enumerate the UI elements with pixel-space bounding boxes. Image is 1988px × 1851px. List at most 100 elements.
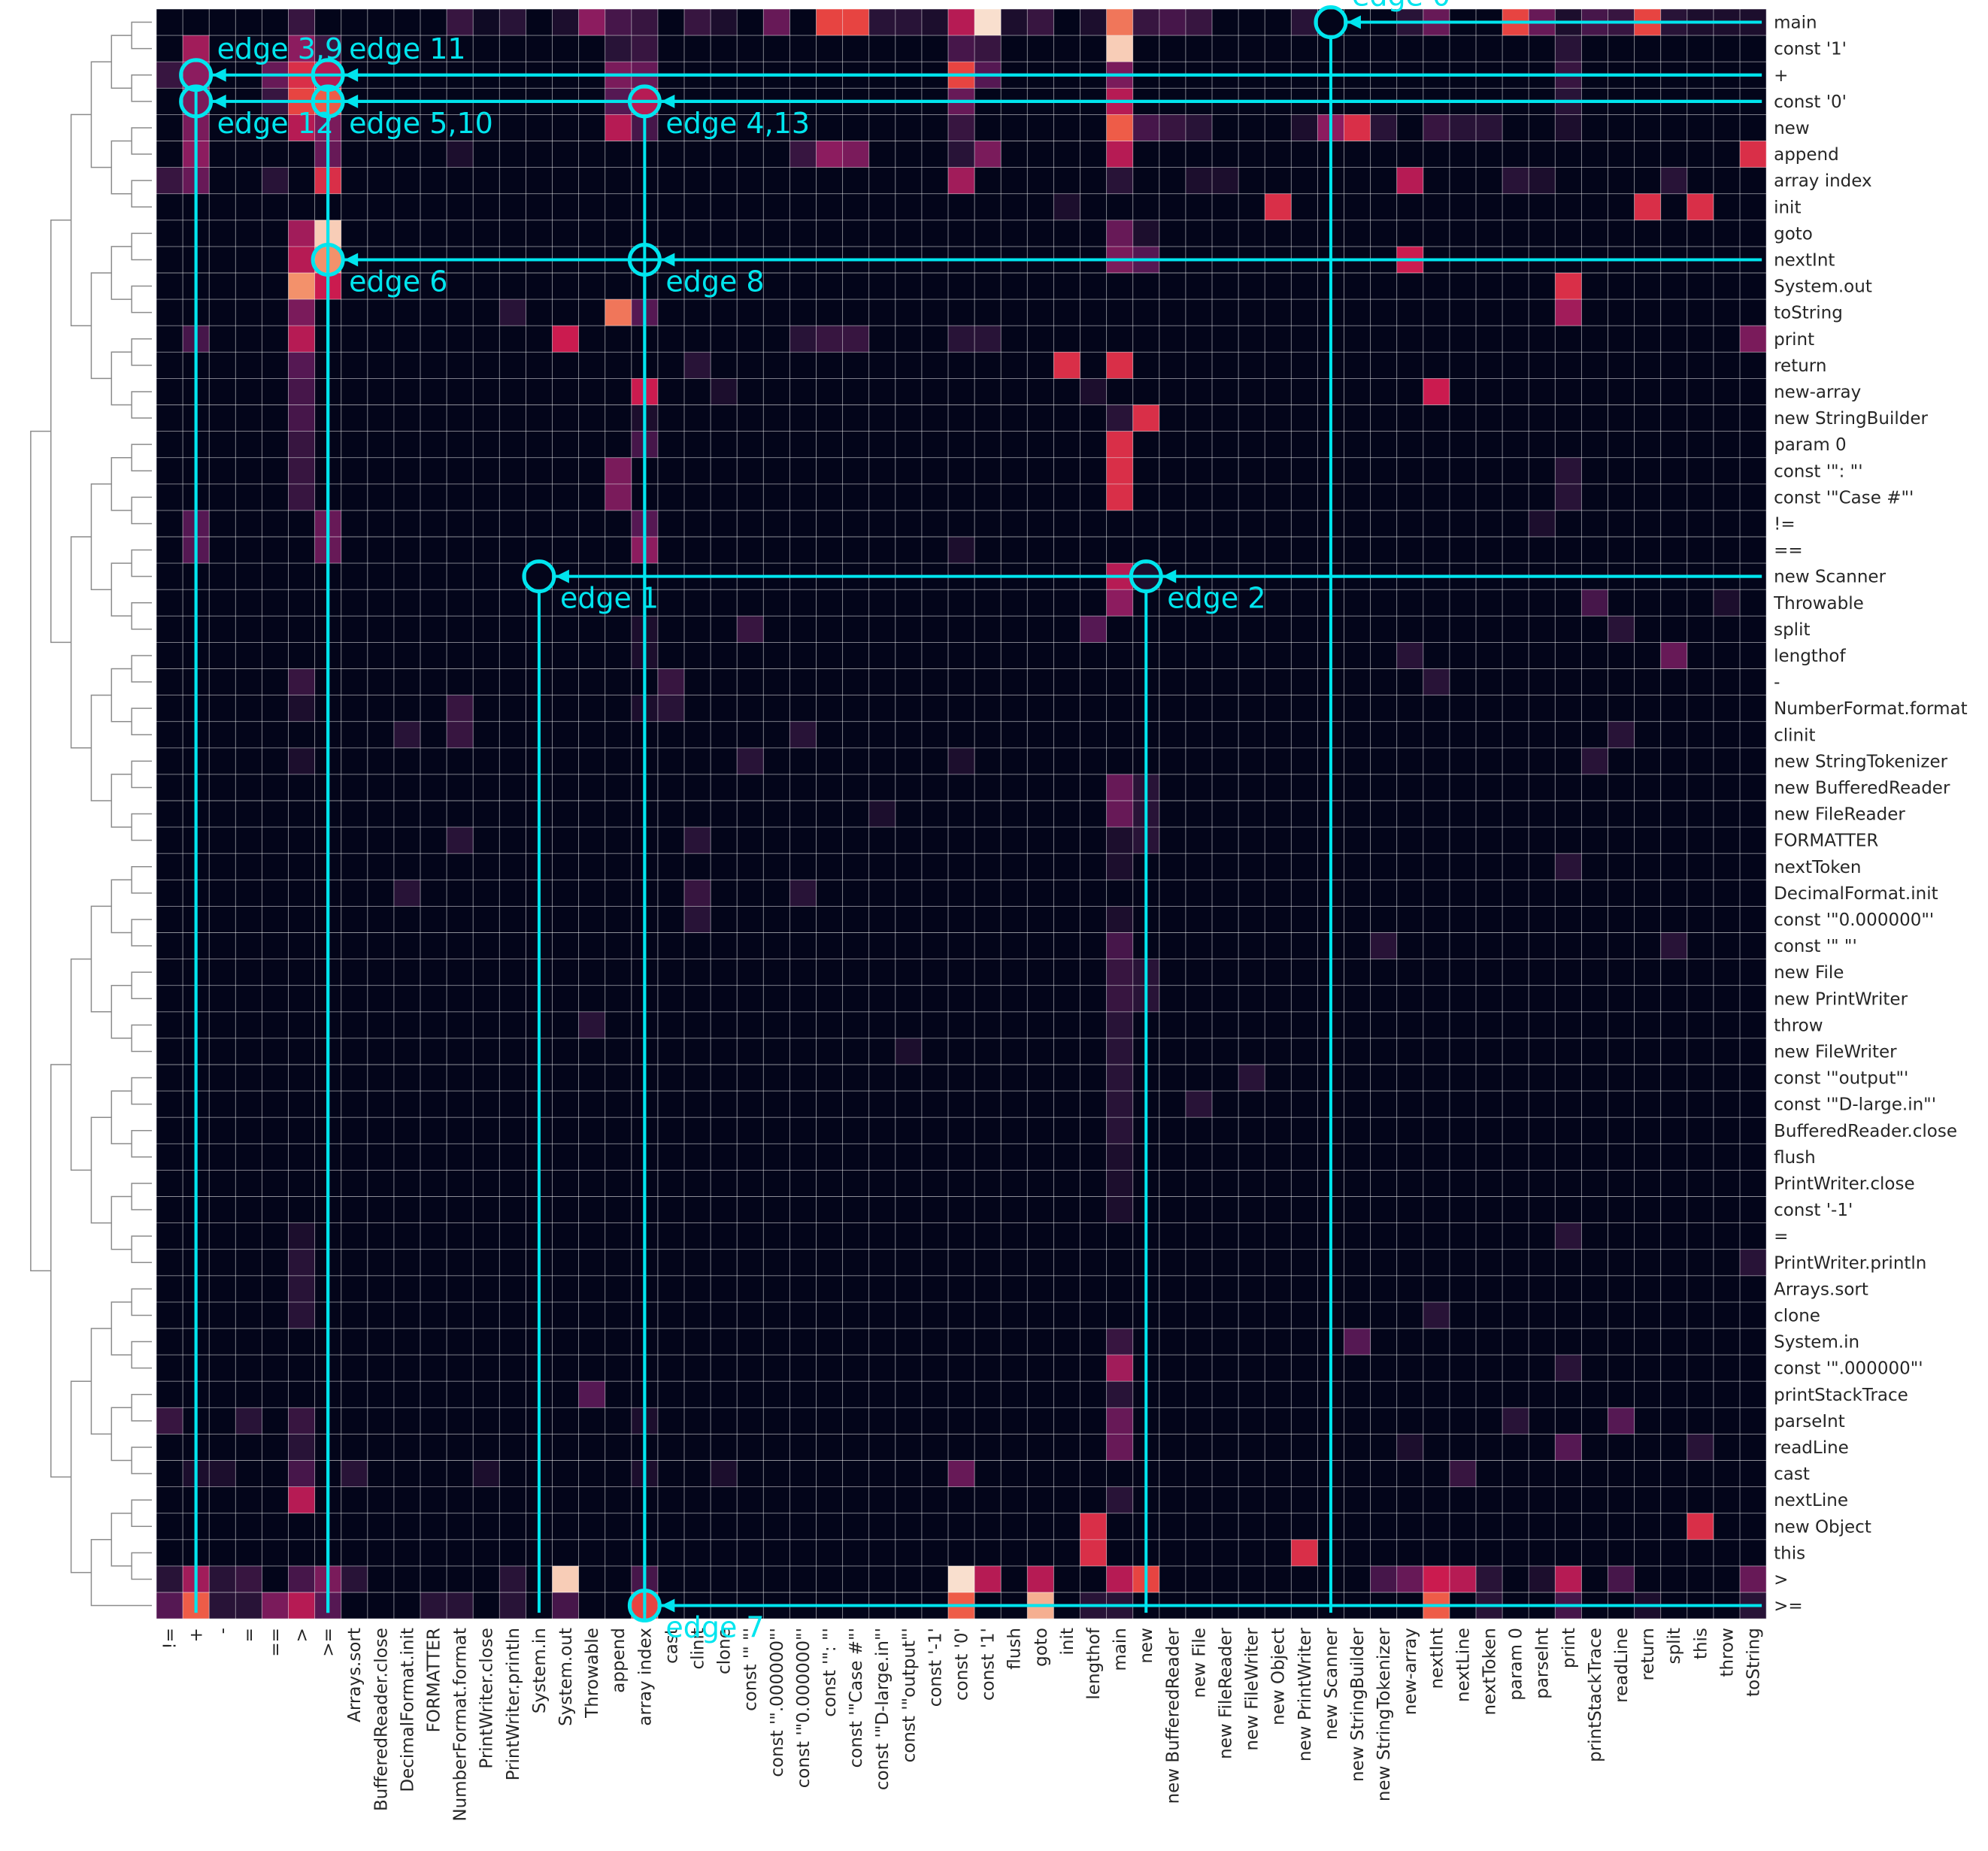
heatmap-cell [605, 299, 632, 326]
heatmap-cell [288, 483, 315, 510]
heatmap-cell [1106, 1381, 1133, 1408]
row-label: new StringBuilder [1774, 409, 1928, 429]
dendrogram-branch [131, 444, 152, 471]
heatmap-cell [1132, 404, 1159, 432]
heatmap-cell [1555, 483, 1582, 510]
heatmap-cell [156, 1592, 183, 1619]
dendrogram-branch [131, 1394, 152, 1422]
heatmap-cell [209, 1460, 236, 1487]
column-label: return [1638, 1628, 1658, 1680]
heatmap-cell [1660, 167, 1687, 194]
heatmap-cell [1502, 167, 1529, 194]
dendrogram-branch [131, 285, 152, 314]
column-label: param 0 [1507, 1628, 1526, 1701]
dendrogram-branch [131, 1341, 152, 1369]
heatmap-cell [1555, 457, 1582, 484]
heatmap-cell [420, 1592, 447, 1619]
column-label: print [1559, 1628, 1579, 1668]
column-label: FORMATTER [425, 1628, 444, 1732]
heatmap-cell [1106, 1170, 1133, 1197]
edge-label: edge 5,10 [349, 107, 493, 140]
heatmap-cell [1634, 193, 1661, 220]
dendrogram-branch [131, 1235, 152, 1263]
column-label: BufferedReader.close [371, 1628, 391, 1811]
heatmap-cell [1185, 1091, 1212, 1118]
heatmap-cell [684, 352, 711, 379]
heatmap-cell [1476, 1565, 1503, 1592]
heatmap-cell [1080, 9, 1107, 36]
heatmap-cell [288, 668, 315, 695]
heatmap-cell [1106, 1038, 1133, 1065]
column-label: PrintWriter.close [477, 1628, 497, 1769]
column-label: != [161, 1628, 180, 1650]
heatmap-cell [974, 141, 1002, 168]
heatmap-cell [288, 246, 315, 273]
heatmap-cell [447, 1592, 474, 1619]
heatmap-cell [1529, 1565, 1556, 1592]
dendrogram-branch [111, 668, 132, 723]
heatmap-cell [552, 326, 579, 353]
column-label: append [609, 1628, 629, 1693]
heatmap-cell [183, 35, 210, 62]
column-label: this [1691, 1628, 1711, 1659]
heatmap-cell [288, 1565, 315, 1592]
heatmap-cell [578, 9, 605, 36]
heatmap-cell [789, 141, 817, 168]
row-label: const '-1' [1774, 1201, 1853, 1220]
dendrogram-branch [90, 272, 112, 380]
edge-arrowhead [212, 94, 226, 108]
row-label: Throwable [1773, 594, 1864, 613]
heatmap-cell [763, 9, 790, 36]
row-label: == [1774, 541, 1803, 561]
row-label: nextLine [1774, 1491, 1848, 1510]
heatmap-cell [631, 35, 658, 62]
row-label: Arrays.sort [1774, 1280, 1868, 1299]
heatmap-cell [711, 1460, 738, 1487]
row-label: new BufferedReader [1774, 778, 1950, 798]
edge-marker-circle [1314, 5, 1348, 40]
dendrogram-branch [131, 919, 152, 947]
heatmap-cell [1555, 114, 1582, 141]
column-label: new File [1189, 1628, 1209, 1698]
row-label: const '0' [1774, 92, 1847, 112]
dendrogram-branch [111, 1512, 132, 1567]
heatmap-cell [684, 9, 711, 36]
heatmap-cell [1106, 457, 1133, 484]
heatmap-cell [1291, 114, 1318, 141]
column-label: const '" "' [741, 1628, 761, 1711]
dendrogram-branch [90, 61, 112, 168]
heatmap-cell [1660, 932, 1687, 959]
row-label: PrintWriter.close [1774, 1174, 1915, 1194]
row-label: nextInt [1774, 250, 1835, 270]
heatmap-cell [1686, 193, 1714, 220]
row-label: printStackTrace [1774, 1386, 1908, 1405]
heatmap-cell [842, 326, 869, 353]
heatmap-cell [948, 114, 975, 141]
heatmap-cell [288, 404, 315, 432]
heatmap-cell [1396, 642, 1423, 669]
heatmap-cell [1686, 1434, 1714, 1461]
row-label: const '"Case #"' [1774, 488, 1914, 507]
dendrogram-branch [111, 774, 132, 828]
row-label: new [1774, 119, 1810, 138]
heatmap-cell [1106, 1196, 1133, 1223]
heatmap-cell [235, 1407, 262, 1434]
heatmap-cell [447, 827, 474, 854]
heatmap-cell [1106, 1065, 1133, 1092]
edge-label: edge 11 [349, 32, 465, 65]
dendrogram-branch [131, 232, 152, 261]
row-label: array index [1774, 171, 1872, 191]
heatmap-cell [1555, 1222, 1582, 1250]
heatmap-grid [156, 8, 1767, 1619]
edge-label: edge 1 [560, 582, 659, 615]
heatmap-cell [393, 880, 420, 907]
heatmap-cell [1555, 273, 1582, 300]
column-label: new PrintWriter [1296, 1628, 1315, 1762]
dendrogram-branch [131, 813, 152, 841]
dendrogram-branch [111, 35, 132, 89]
heatmap-cell [1555, 299, 1582, 326]
dendrogram-branch [111, 984, 132, 1039]
heatmap-cell [1106, 959, 1133, 986]
column-label: throw [1717, 1628, 1737, 1677]
dendrogram-branch [70, 114, 92, 326]
